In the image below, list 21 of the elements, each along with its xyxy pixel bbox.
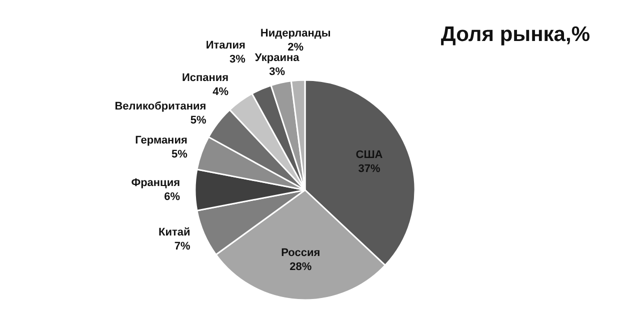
slice-label: Франция: [131, 177, 180, 189]
data-label: 5%: [190, 114, 206, 126]
data-label: 2%: [288, 41, 304, 54]
slice-label: Испания: [182, 72, 229, 84]
slice-label: Германия: [135, 134, 188, 147]
slice-label: Китай: [158, 226, 190, 239]
data-label: 3%: [230, 53, 246, 66]
data-label: 28%: [290, 260, 312, 273]
slice-label: США: [356, 149, 383, 162]
data-label: 5%: [171, 148, 188, 161]
text: Доля рынка,%: [440, 23, 590, 46]
slice-label: Италия: [206, 39, 246, 52]
data-label: 4%: [212, 86, 229, 98]
slice-label: Великобритания: [114, 100, 206, 112]
slice-label: Нидерланды: [260, 27, 331, 40]
data-label: 3%: [269, 66, 286, 78]
data-label: 6%: [164, 191, 180, 203]
slice-label: Украина: [254, 52, 300, 64]
data-label: 7%: [174, 240, 190, 253]
slice-label: Россия: [281, 246, 320, 259]
data-label: 37%: [358, 163, 380, 176]
